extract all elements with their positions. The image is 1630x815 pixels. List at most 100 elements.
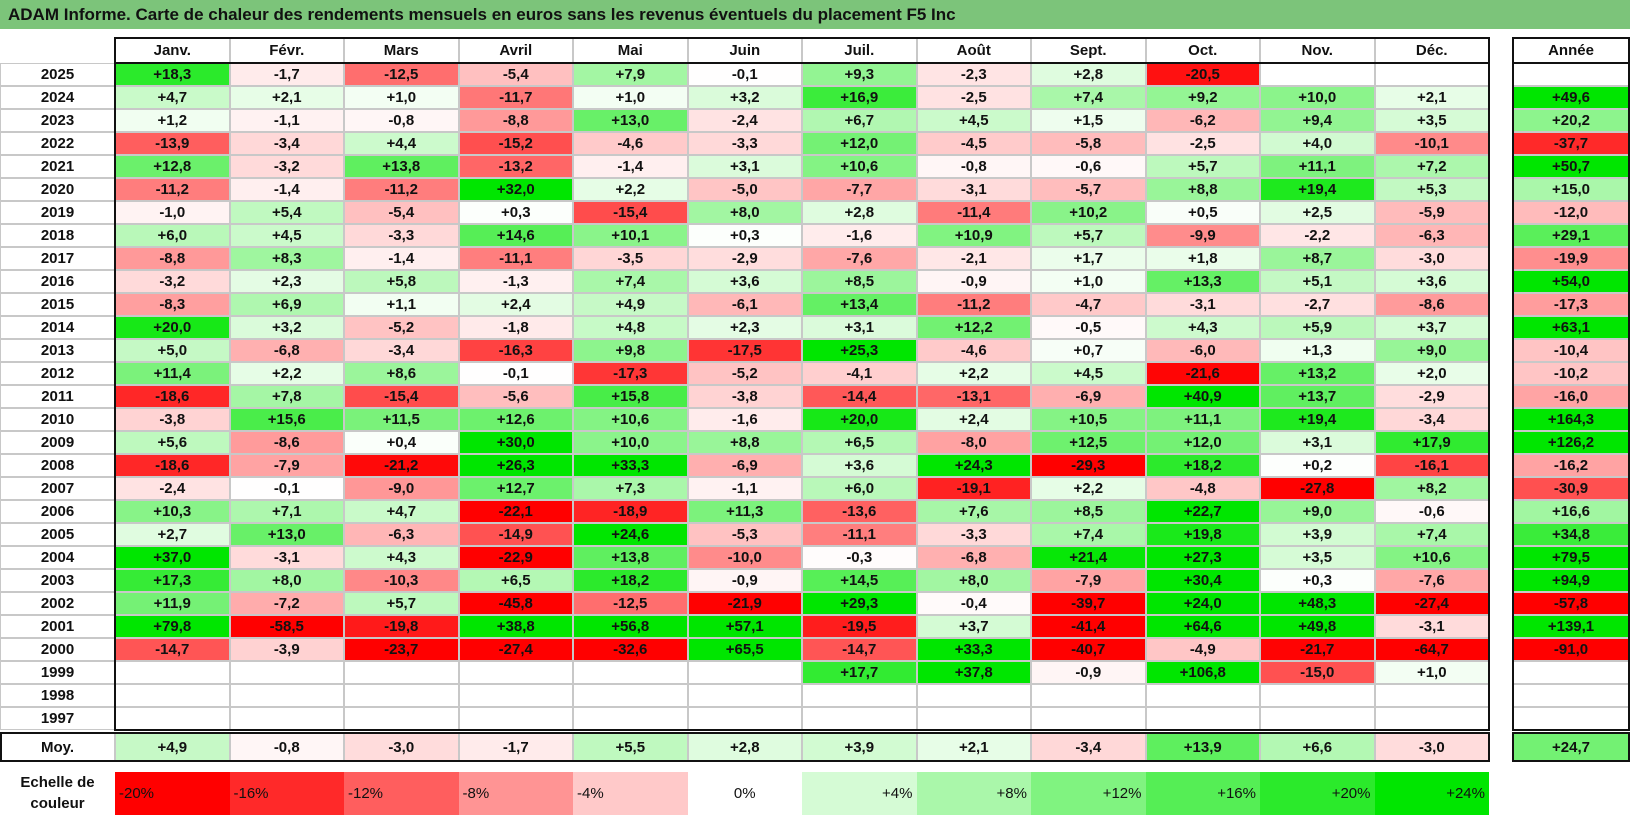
heatmap-cell: -5,8: [1031, 132, 1146, 155]
heatmap-cell: -3,1: [916, 178, 1031, 201]
average-cell: -3,0: [1374, 733, 1489, 761]
annual-cell: [1513, 661, 1629, 684]
heatmap-cell: -5,9: [1374, 201, 1489, 224]
year-label: 2018: [0, 224, 115, 247]
heatmap-cell: +1,0: [344, 86, 459, 109]
heatmap-cell: +13,8: [344, 155, 459, 178]
heatmap-cell: +10,0: [573, 431, 688, 454]
year-label: 2004: [0, 546, 115, 569]
heatmap-cell: -5,2: [687, 362, 802, 385]
heatmap-cell: +0,3: [687, 224, 802, 247]
heatmap-cell: +13,0: [229, 523, 344, 546]
annual-cell: -30,9: [1513, 477, 1629, 500]
annual-cell: -16,0: [1513, 385, 1629, 408]
heatmap-cell: +7,9: [573, 63, 688, 86]
heatmap-cell: +8,5: [1031, 500, 1146, 523]
heatmap-cell: +13,0: [573, 109, 688, 132]
heatmap-cell: +48,3: [1260, 592, 1375, 615]
heatmap-cell: [916, 707, 1031, 730]
heatmap-cell: +49,8: [1260, 615, 1375, 638]
heatmap-cell: +19,8: [1145, 523, 1260, 546]
annual-cell: -37,7: [1513, 132, 1629, 155]
heatmap-cell: -14,7: [115, 638, 230, 661]
color-scale-stop: +4%: [802, 772, 917, 815]
heatmap-cell: +56,8: [573, 615, 688, 638]
heatmap-cell: -0,1: [687, 63, 802, 86]
heatmap-cell: +65,5: [687, 638, 802, 661]
heatmap-cell: -3,4: [229, 132, 344, 155]
heatmap-cell: +10,5: [1031, 408, 1146, 431]
year-label: 2025: [0, 63, 115, 86]
heatmap-cell: -14,4: [802, 385, 917, 408]
annual-cell: +164,3: [1513, 408, 1629, 431]
annual-cell: +139,1: [1513, 615, 1629, 638]
heatmap-cell: -5,3: [687, 523, 802, 546]
heatmap-cell: -1,4: [344, 247, 459, 270]
heatmap-cell: [1260, 684, 1375, 707]
column-header: Mars: [344, 38, 459, 63]
heatmap-cell: -0,6: [1031, 155, 1146, 178]
heatmap-cell: +7,4: [1031, 86, 1146, 109]
heatmap-cell: +15,8: [573, 385, 688, 408]
column-header: Oct.: [1145, 38, 1260, 63]
heatmap-cell: [344, 661, 459, 684]
heatmap-cell: [115, 707, 230, 730]
heatmap-cell: +2,7: [115, 523, 230, 546]
heatmap-cell: +29,3: [802, 592, 917, 615]
average-cell: +5,5: [573, 733, 688, 761]
heatmap-cell: -0,1: [229, 477, 344, 500]
heatmap-cell: +9,2: [1145, 86, 1260, 109]
heatmap-cell: +12,6: [458, 408, 573, 431]
heatmap-cell: +33,3: [573, 454, 688, 477]
heatmap-cell: -2,1: [916, 247, 1031, 270]
color-scale-stop: -12%: [344, 772, 459, 815]
heatmap-cell: -1,8: [458, 316, 573, 339]
annual-cell: -10,2: [1513, 362, 1629, 385]
heatmap-cell: -0,9: [687, 569, 802, 592]
heatmap-cell: -9,9: [1145, 224, 1260, 247]
heatmap-cell: +7,8: [229, 385, 344, 408]
year-label: 2022: [0, 132, 115, 155]
heatmap-cell: -5,7: [1031, 178, 1146, 201]
heatmap-cell: -11,2: [115, 178, 230, 201]
year-label: 2012: [0, 362, 115, 385]
heatmap-cell: +64,6: [1145, 615, 1260, 638]
heatmap-cell: +26,3: [458, 454, 573, 477]
heatmap-cell: +2,3: [687, 316, 802, 339]
annual-cell: +126,2: [1513, 431, 1629, 454]
heatmap-cell: -21,9: [687, 592, 802, 615]
heatmap-cell: -11,4: [916, 201, 1031, 224]
heatmap-cell: -19,8: [344, 615, 459, 638]
heatmap-cell: +8,2: [1374, 477, 1489, 500]
heatmap-cell: +12,0: [802, 132, 917, 155]
heatmap-cell: -1,6: [687, 408, 802, 431]
heatmap-cell: -14,7: [802, 638, 917, 661]
heatmap-cell: +1,0: [1031, 270, 1146, 293]
heatmap-cell: -32,6: [573, 638, 688, 661]
annual-cell: -17,3: [1513, 293, 1629, 316]
heatmap-cell: +5,8: [344, 270, 459, 293]
heatmap-cell: [229, 707, 344, 730]
column-header: Janv.: [115, 38, 230, 63]
heatmap-cell: [1260, 63, 1375, 86]
heatmap-cell: +37,8: [916, 661, 1031, 684]
average-cell: +3,9: [802, 733, 917, 761]
heatmap-cell: +0,3: [458, 201, 573, 224]
heatmap-cell: -2,5: [916, 86, 1031, 109]
heatmap-cell: -10,3: [344, 569, 459, 592]
heatmap-cell: -21,2: [344, 454, 459, 477]
heatmap-cell: +40,9: [1145, 385, 1260, 408]
heatmap-cell: +18,2: [1145, 454, 1260, 477]
heatmap-cell: -0,9: [916, 270, 1031, 293]
year-label: 2002: [0, 592, 115, 615]
year-label: 2013: [0, 339, 115, 362]
heatmap-cell: +6,5: [802, 431, 917, 454]
annual-cell: +79,5: [1513, 546, 1629, 569]
heatmap-cell: -15,4: [573, 201, 688, 224]
heatmap-cell: -14,9: [458, 523, 573, 546]
heatmap-cell: -0,1: [458, 362, 573, 385]
heatmap-cell: -27,8: [1260, 477, 1375, 500]
annual-cell: +63,1: [1513, 316, 1629, 339]
heatmap-cell: -1,7: [229, 63, 344, 86]
